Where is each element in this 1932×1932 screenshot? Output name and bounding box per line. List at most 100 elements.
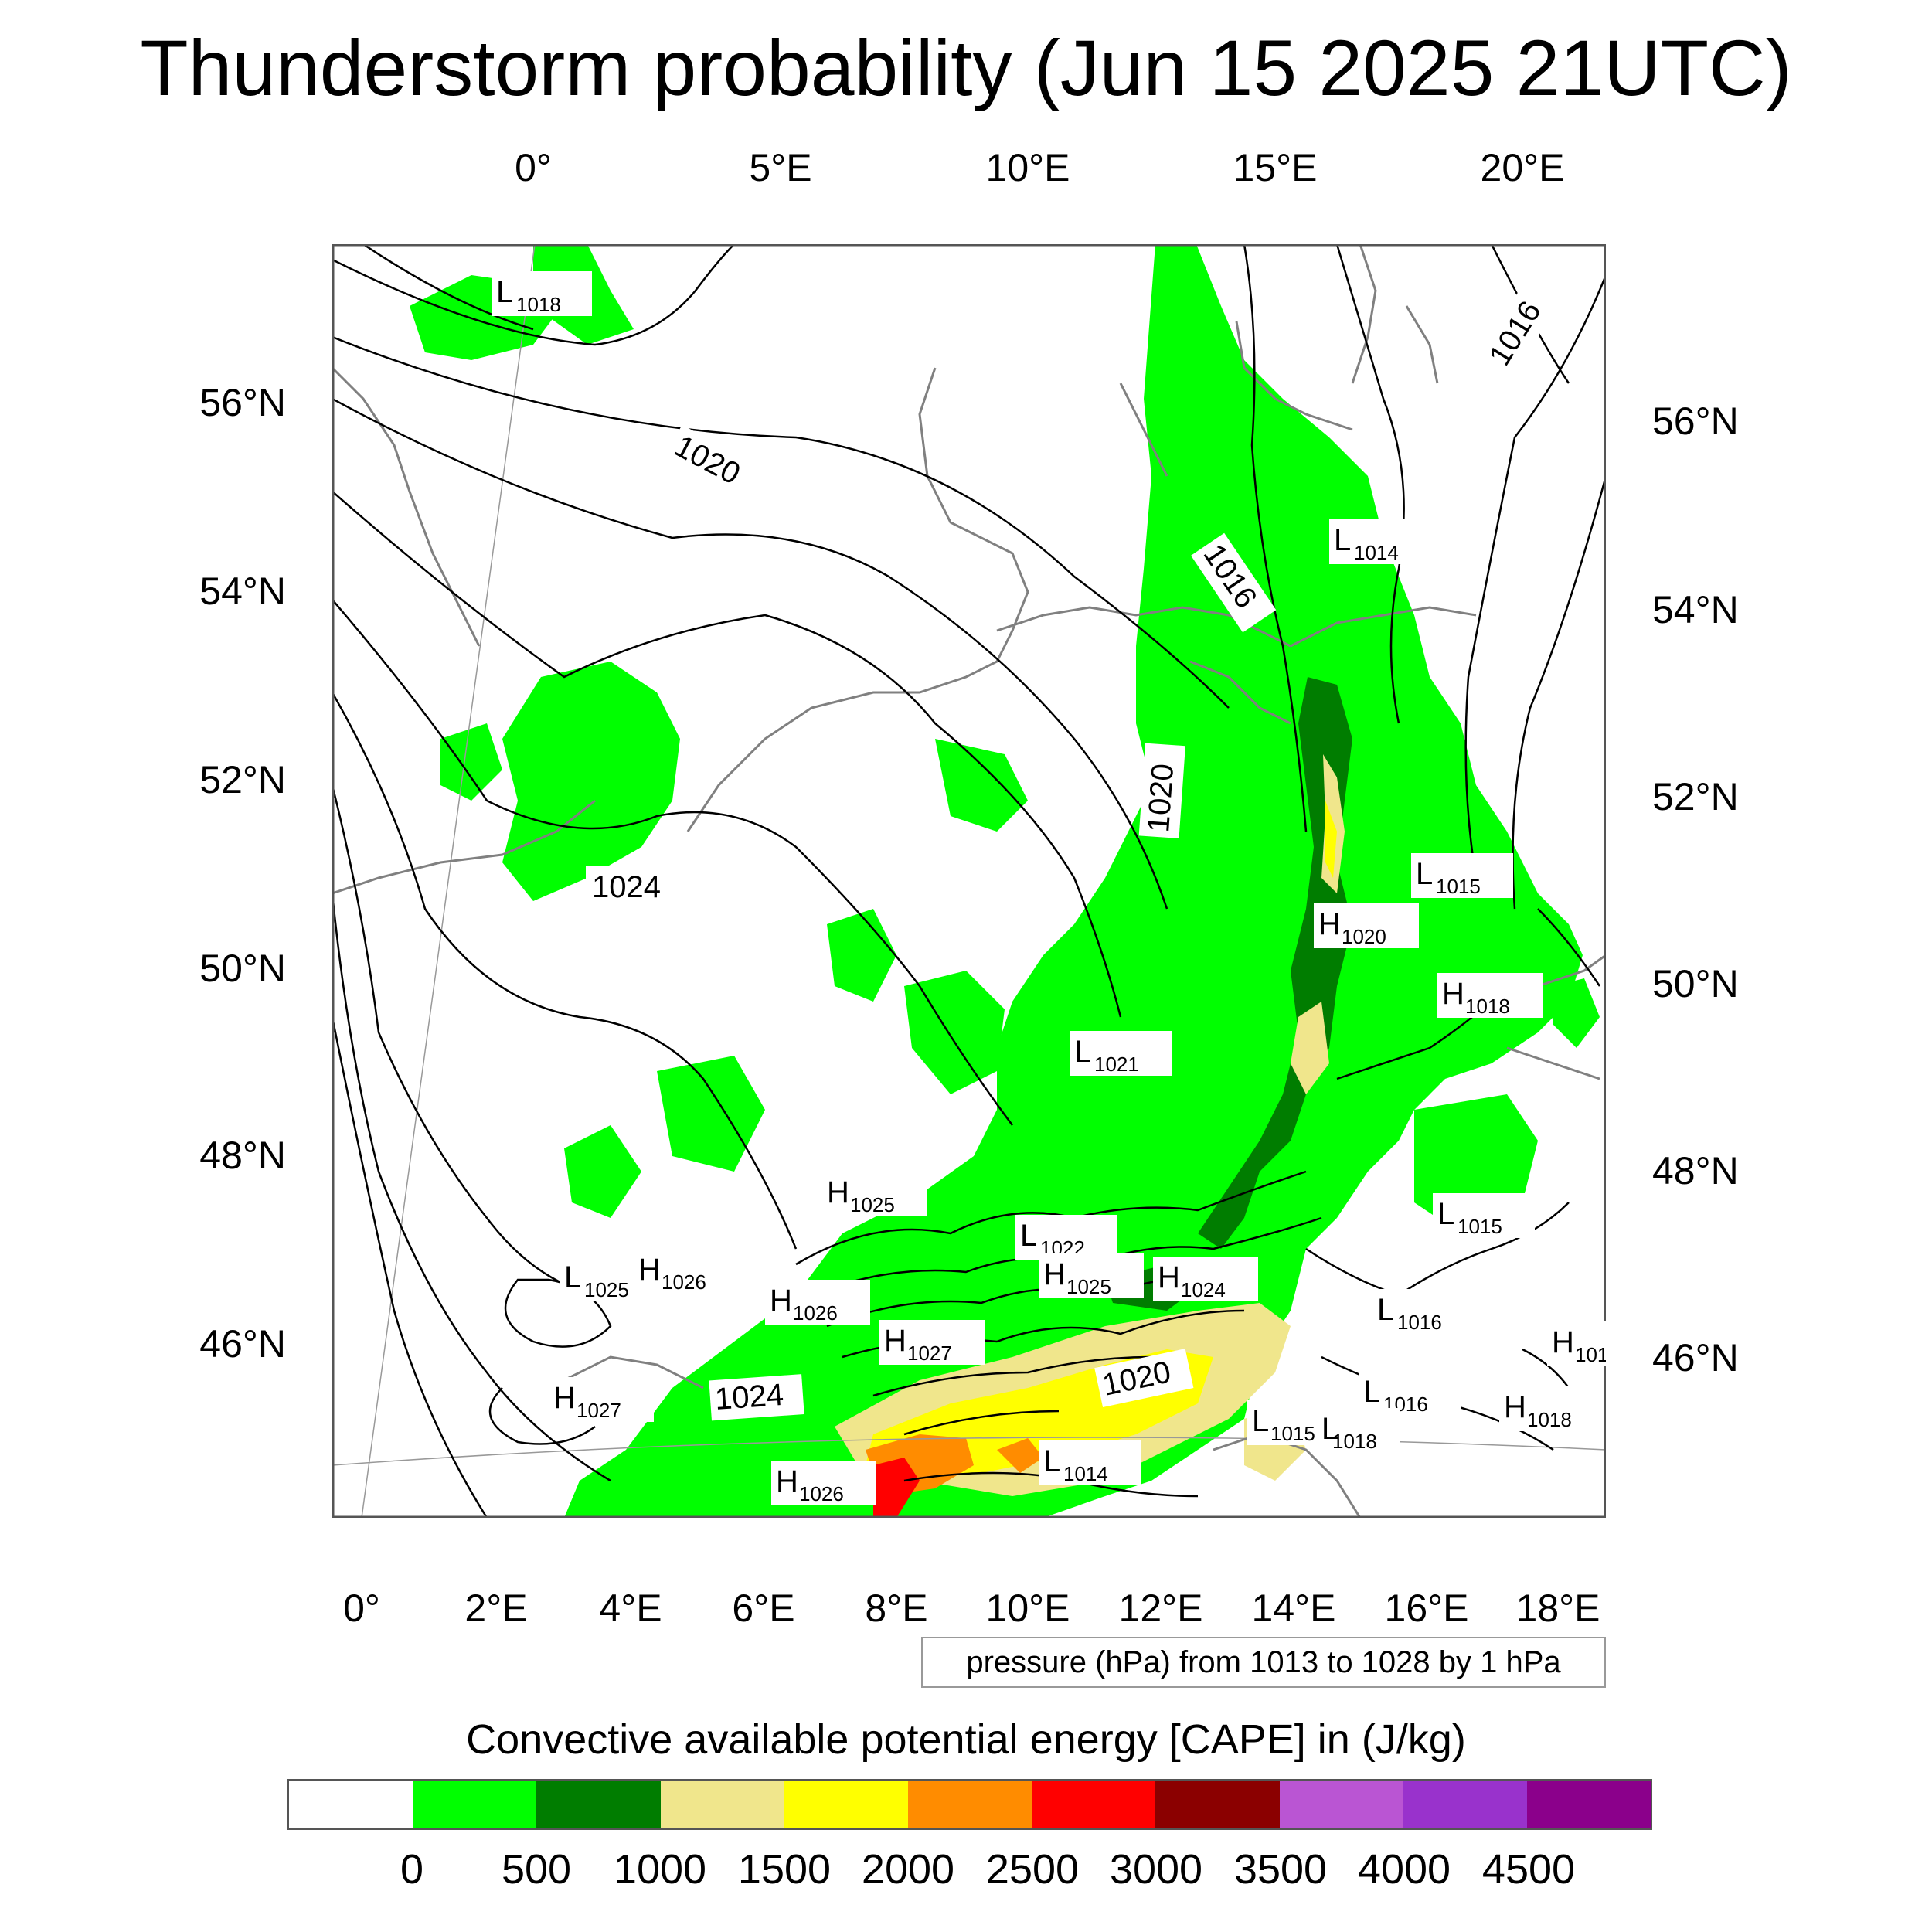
pressure-label-kind: L (1363, 1375, 1380, 1409)
left-lat-tick: 56°N (199, 381, 286, 424)
top-lon-tick: 0° (515, 146, 552, 189)
cape-2000-3000-areas (866, 1434, 1043, 1518)
bottom-lon-tick: 8°E (865, 1587, 928, 1630)
pressure-label-value: 1027 (577, 1399, 621, 1422)
colorbar-swatch (1403, 1781, 1527, 1828)
pressure-label-kind: H (884, 1324, 906, 1358)
right-lat-tick: 56°N (1652, 400, 1739, 443)
colorbar-label: 3000 (1109, 1846, 1203, 1893)
pressure-label-kind: H (1158, 1260, 1180, 1294)
pressure-label-kind: L (1074, 1035, 1091, 1069)
top-lon-tick: 15°E (1233, 146, 1318, 189)
pressure-label-value: 1018 (516, 293, 561, 316)
pressure-label-kind: H (1552, 1325, 1574, 1359)
pressure-label-kind: H (1043, 1257, 1066, 1291)
pressure-label-value: 1025 (1066, 1275, 1111, 1298)
colorbar-label: 0 (400, 1846, 424, 1893)
colorbar-label: 4000 (1357, 1846, 1451, 1893)
pressure-label-value: 1025 (584, 1278, 629, 1301)
pressure-label-value: 1018 (1527, 1408, 1572, 1431)
colorbar-swatch (1279, 1781, 1403, 1828)
pressure-label-kind: H (1442, 977, 1464, 1011)
colorbar-label: 3500 (1233, 1846, 1328, 1893)
right-lat-tick: 48°N (1652, 1149, 1739, 1192)
pressure-label-value: 101 (1575, 1343, 1606, 1366)
pressure-label-kind: L (1377, 1293, 1394, 1327)
graticule-lines (332, 244, 1606, 1518)
bottom-lon-tick: 14°E (1251, 1587, 1336, 1630)
pressure-label-value: 1015 (1270, 1422, 1315, 1445)
left-lat-tick: 52°N (199, 758, 286, 801)
right-lat-tick: 50°N (1652, 962, 1739, 1005)
right-lat-tick: 54°N (1652, 588, 1739, 631)
top-lon-tick: 20°E (1480, 146, 1565, 189)
isobar-value-label: 1024 (592, 870, 661, 904)
bottom-lon-tick: 4°E (599, 1587, 662, 1630)
pressure-labels: L 1018 1020 1016 L 1014 1016 1020 1024 (492, 271, 1606, 1505)
pressure-label-value: 1018 (1332, 1430, 1377, 1453)
colorbar-swatch (1526, 1781, 1651, 1828)
pressure-label-value: 1024 (1181, 1278, 1226, 1301)
pressure-label-kind: L (496, 275, 513, 309)
pressure-label-kind: H (776, 1464, 798, 1498)
colorbar-label: 2000 (861, 1846, 955, 1893)
isobar-value-label: 1024 (714, 1378, 785, 1417)
pressure-label-value: 1014 (1354, 541, 1399, 564)
colorbar-swatch (289, 1781, 413, 1828)
colorbar-swatch (1155, 1781, 1280, 1828)
bottom-lon-tick: 10°E (985, 1587, 1070, 1630)
colorbar-swatch (1032, 1781, 1156, 1828)
pressure-label-kind: L (1437, 1197, 1454, 1231)
left-lat-tick: 46°N (199, 1322, 286, 1366)
pressure-label-value: 1014 (1063, 1462, 1108, 1485)
contour-interval-note: pressure (hPa) from 1013 to 1028 by 1 hP… (921, 1637, 1606, 1688)
colorbar-title: Convective available potential energy [C… (466, 1716, 1466, 1763)
pressure-label-kind: H (638, 1253, 661, 1287)
bottom-lon-tick: 16°E (1384, 1587, 1469, 1630)
pressure-label-value: 1026 (793, 1301, 838, 1325)
pressure-label-value: 1016 (1397, 1311, 1442, 1334)
bottom-lon-tick: 2°E (464, 1587, 528, 1630)
cape-pressure-map: L 1018 1020 1016 L 1014 1016 1020 1024 (332, 244, 1606, 1518)
colorbar-swatch (536, 1781, 661, 1828)
colorbar-swatch (784, 1781, 908, 1828)
coastlines (332, 244, 1606, 1518)
cape-0-500-areas (410, 244, 1600, 1518)
pressure-label-value: 1015 (1458, 1215, 1502, 1238)
colorbar-label: 4500 (1481, 1846, 1576, 1893)
pressure-label-value: 1025 (850, 1193, 895, 1216)
colorbar-swatch (413, 1781, 537, 1828)
colorbar-label: 500 (501, 1846, 572, 1893)
right-lat-tick: 52°N (1652, 775, 1739, 818)
top-lon-tick: 10°E (985, 146, 1070, 189)
pressure-label-kind: H (1504, 1390, 1526, 1424)
pressure-label-kind: L (1416, 857, 1433, 891)
pressure-label-value: 1026 (799, 1482, 844, 1505)
colorbar-label: 1500 (737, 1846, 832, 1893)
pressure-label-value: 1021 (1094, 1053, 1139, 1076)
colorbar-swatch (660, 1781, 784, 1828)
colorbar-label: 2500 (985, 1846, 1080, 1893)
pressure-label-value: 1027 (907, 1342, 952, 1365)
pressure-label-value: 1020 (1342, 925, 1386, 948)
pressure-label-value: 1015 (1436, 875, 1481, 898)
colorbar-swatch (907, 1781, 1032, 1828)
bottom-lon-tick: 12°E (1118, 1587, 1203, 1630)
pressure-label-kind: H (553, 1381, 576, 1415)
isobar-value-label: 1020 (1141, 763, 1180, 834)
right-lat-tick: 46°N (1652, 1336, 1739, 1379)
pressure-label-kind: L (1020, 1219, 1037, 1253)
left-lat-tick: 48°N (199, 1134, 286, 1177)
bottom-lon-tick: 18°E (1515, 1587, 1600, 1630)
pressure-label-kind: H (1318, 907, 1341, 941)
left-lat-tick: 54°N (199, 570, 286, 613)
left-lat-tick: 50°N (199, 947, 286, 990)
map-frame (332, 244, 1606, 1518)
cape-colorbar (287, 1779, 1652, 1830)
pressure-label-kind: L (1334, 523, 1351, 557)
pressure-label-kind: L (564, 1260, 581, 1294)
pressure-label-kind: H (827, 1175, 849, 1209)
pressure-label-kind: L (1043, 1444, 1060, 1478)
pressure-label-value: 1026 (662, 1270, 706, 1294)
pressure-label-kind: L (1252, 1404, 1269, 1438)
